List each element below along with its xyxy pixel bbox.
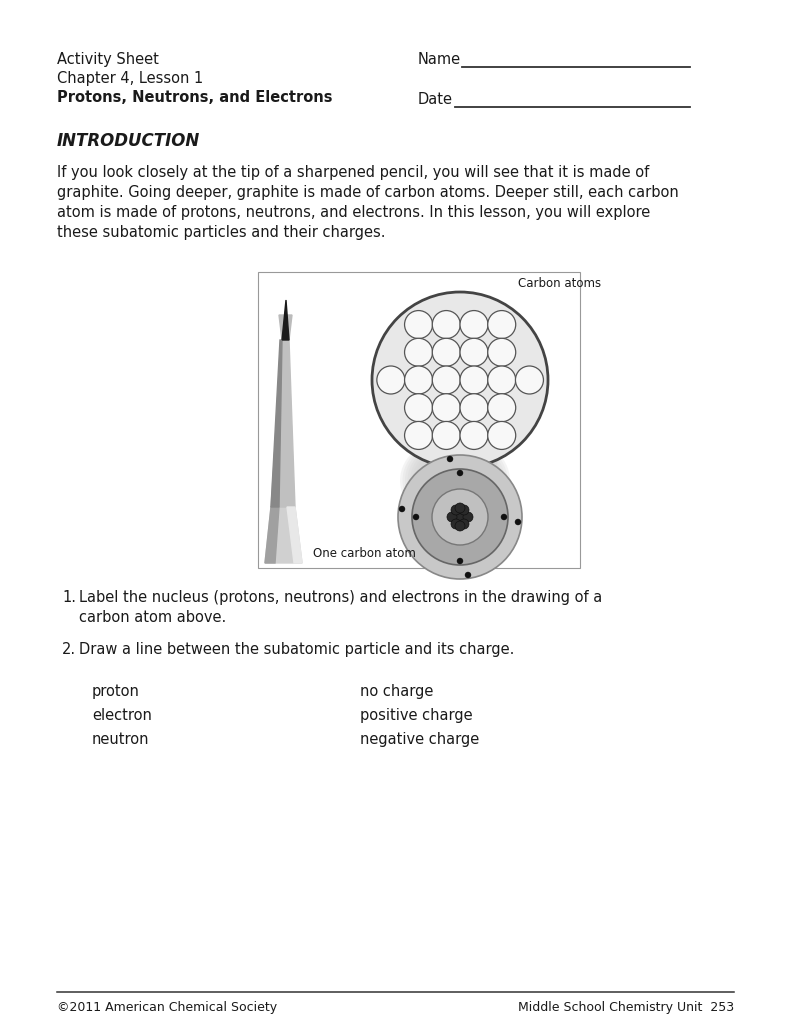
Circle shape — [432, 393, 460, 422]
Circle shape — [455, 521, 465, 531]
Circle shape — [432, 422, 460, 450]
Text: INTRODUCTION: INTRODUCTION — [57, 132, 200, 150]
Ellipse shape — [405, 439, 505, 522]
Text: positive charge: positive charge — [360, 708, 473, 723]
Circle shape — [460, 310, 488, 339]
Circle shape — [460, 422, 488, 450]
Ellipse shape — [407, 440, 502, 520]
Circle shape — [413, 514, 419, 520]
Text: proton: proton — [92, 684, 140, 699]
Circle shape — [459, 505, 469, 515]
Text: no charge: no charge — [360, 684, 433, 699]
Circle shape — [404, 422, 433, 450]
Text: Protons, Neutrons, and Electrons: Protons, Neutrons, and Electrons — [57, 90, 332, 105]
Text: atom is made of protons, neutrons, and electrons. In this lesson, you will explo: atom is made of protons, neutrons, and e… — [57, 205, 650, 220]
Circle shape — [457, 470, 463, 476]
Circle shape — [460, 338, 488, 367]
Polygon shape — [271, 340, 282, 507]
Circle shape — [488, 422, 516, 450]
Circle shape — [488, 310, 516, 339]
Circle shape — [455, 512, 465, 522]
Ellipse shape — [403, 437, 508, 523]
Text: negative charge: negative charge — [360, 732, 479, 746]
Circle shape — [451, 519, 461, 529]
Circle shape — [516, 366, 543, 394]
Circle shape — [404, 310, 433, 339]
Polygon shape — [271, 340, 295, 507]
Text: Date: Date — [418, 92, 453, 106]
Text: Chapter 4, Lesson 1: Chapter 4, Lesson 1 — [57, 71, 203, 86]
Circle shape — [377, 366, 405, 394]
Text: carbon atom above.: carbon atom above. — [79, 610, 226, 625]
Circle shape — [432, 338, 460, 367]
Circle shape — [488, 366, 516, 394]
Circle shape — [404, 366, 433, 394]
Bar — [258, 272, 580, 568]
Circle shape — [432, 366, 460, 394]
Circle shape — [488, 393, 516, 422]
Ellipse shape — [410, 442, 500, 519]
Circle shape — [372, 292, 548, 468]
Circle shape — [447, 456, 453, 462]
Text: Middle School Chemistry Unit  253: Middle School Chemistry Unit 253 — [518, 1001, 734, 1014]
Circle shape — [447, 512, 457, 522]
Circle shape — [488, 338, 516, 367]
Text: Name: Name — [418, 52, 461, 67]
Circle shape — [457, 558, 463, 564]
Polygon shape — [410, 420, 510, 513]
Text: Draw a line between the subatomic particle and its charge.: Draw a line between the subatomic partic… — [79, 642, 514, 657]
Circle shape — [501, 514, 507, 520]
Text: electron: electron — [92, 708, 152, 723]
Text: Carbon atoms: Carbon atoms — [518, 278, 601, 290]
Circle shape — [455, 503, 465, 513]
Circle shape — [515, 519, 521, 525]
Circle shape — [399, 506, 405, 512]
Polygon shape — [282, 300, 289, 340]
Circle shape — [412, 469, 508, 565]
Circle shape — [398, 455, 522, 579]
Circle shape — [459, 519, 469, 529]
Text: One carbon atom: One carbon atom — [313, 547, 416, 560]
Ellipse shape — [400, 436, 510, 525]
Text: If you look closely at the tip of a sharpened pencil, you will see that it is ma: If you look closely at the tip of a shar… — [57, 165, 649, 180]
Circle shape — [432, 489, 488, 545]
Polygon shape — [279, 315, 292, 340]
Circle shape — [451, 505, 461, 515]
Circle shape — [404, 393, 433, 422]
Polygon shape — [287, 507, 302, 563]
Text: these subatomic particles and their charges.: these subatomic particles and their char… — [57, 225, 385, 240]
Text: 1.: 1. — [62, 590, 76, 605]
Circle shape — [465, 572, 471, 578]
Circle shape — [460, 366, 488, 394]
Circle shape — [460, 393, 488, 422]
Text: graphite. Going deeper, graphite is made of carbon atoms. Deeper still, each car: graphite. Going deeper, graphite is made… — [57, 185, 679, 200]
Circle shape — [432, 310, 460, 339]
Text: neutron: neutron — [92, 732, 149, 746]
Circle shape — [463, 512, 473, 522]
Polygon shape — [265, 507, 279, 563]
Polygon shape — [265, 507, 302, 563]
Circle shape — [404, 338, 433, 367]
Text: Activity Sheet: Activity Sheet — [57, 52, 159, 67]
Text: 2.: 2. — [62, 642, 76, 657]
Text: Label the nucleus (protons, neutrons) and electrons in the drawing of a: Label the nucleus (protons, neutrons) an… — [79, 590, 602, 605]
Text: ©2011 American Chemical Society: ©2011 American Chemical Society — [57, 1001, 277, 1014]
